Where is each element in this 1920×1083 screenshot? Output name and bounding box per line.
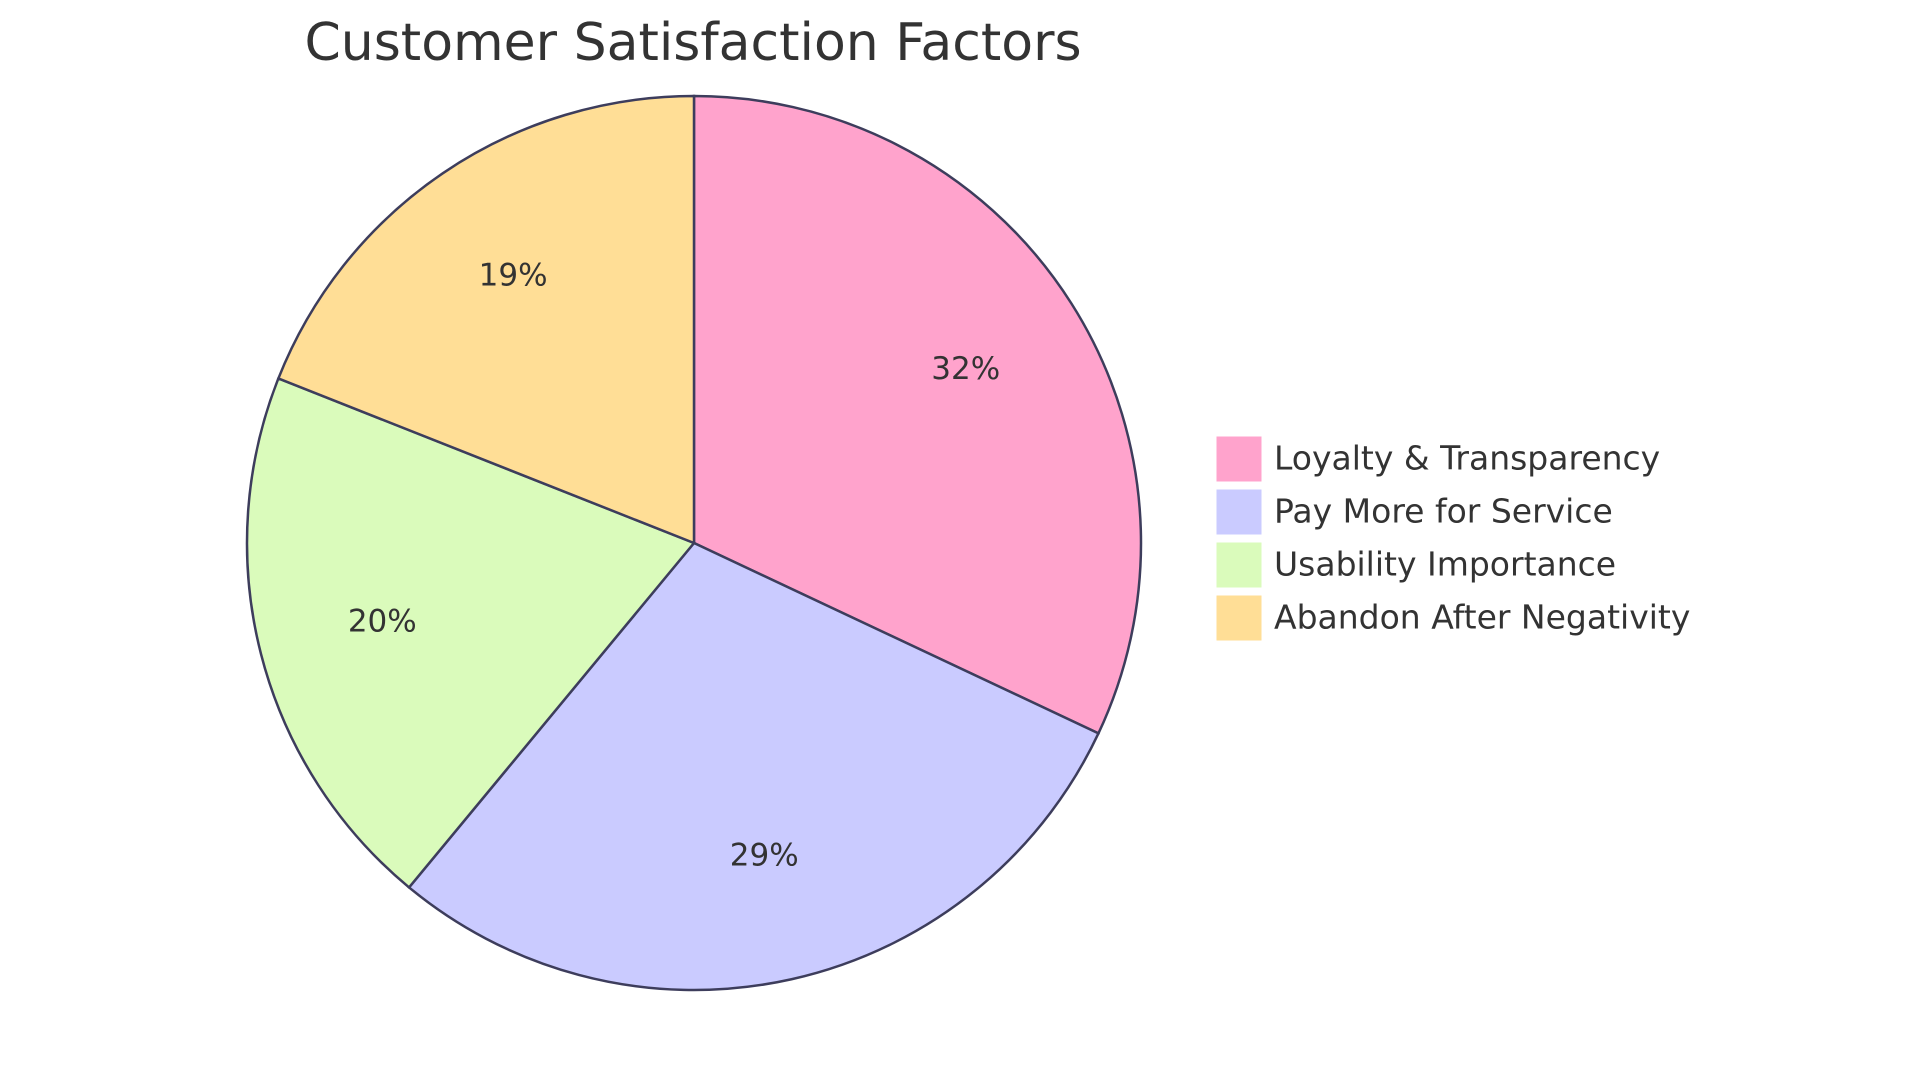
- slice-value-label: 29%: [730, 838, 799, 874]
- legend-swatch: [1215, 488, 1263, 536]
- pie-slice-loyalty-and-transparency: [692, 94, 1143, 735]
- legend-label: Abandon After Negativity: [1274, 598, 1690, 637]
- pie-slice-labels: 32% 29% 20% 19%: [348, 257, 1000, 873]
- legend-item: Pay More for Service: [1215, 488, 1613, 536]
- pie-slice-usability-importance: [245, 376, 697, 890]
- legend-swatch: [1215, 594, 1263, 642]
- legend-item: Abandon After Negativity: [1215, 594, 1690, 642]
- legend-item: Usability Importance: [1215, 541, 1616, 589]
- legend-swatch: [1215, 435, 1263, 483]
- legend-label: Usability Importance: [1274, 545, 1616, 584]
- slice-value-label: 19%: [479, 257, 548, 293]
- pie-slice-pay-more-for-service: [407, 541, 1101, 992]
- legend-item: Loyalty & Transparency: [1215, 435, 1660, 483]
- legend-label: Pay More for Service: [1274, 492, 1613, 531]
- legend-swatch: [1215, 541, 1263, 589]
- slice-value-label: 32%: [931, 351, 1000, 387]
- pie-slices: [245, 94, 1143, 992]
- slice-value-label: 20%: [348, 604, 417, 640]
- pie-slice-abandon-after-negativity: [276, 94, 696, 545]
- chart-title: Customer Satisfaction Factors: [304, 13, 1081, 73]
- legend-label: Loyalty & Transparency: [1274, 439, 1660, 478]
- legend: Loyalty & Transparency Pay More for Servi…: [1215, 435, 1690, 642]
